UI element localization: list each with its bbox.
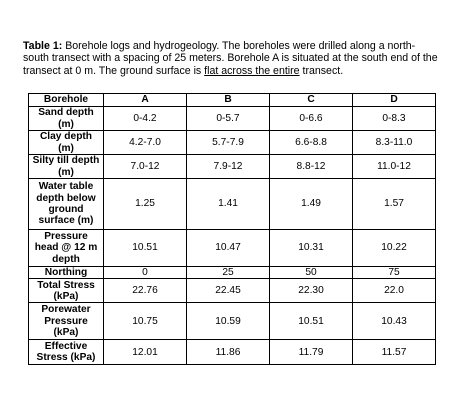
table-cell: 0 [103,265,187,280]
row-label: Pressure head @ 12 m depth [28,229,104,267]
caption-text-end: transect. [299,64,344,77]
table-cell: 1.41 [186,178,270,230]
row-label: Porewater Pressure (kPa) [28,302,104,341]
table-cell: 22.45 [186,278,270,304]
table-cell: 8.3-11.0 [352,130,436,155]
table-cell: 4.2-7.0 [103,130,187,155]
table-cell: 0-4.2 [103,106,187,131]
table-row-pressure-head: Pressure head @ 12 m depth 10.51 10.47 1… [28,229,436,267]
caption-text: Borehole logs and hydrogeology. The bore… [23,39,438,77]
header-cell-c: C [269,93,353,107]
table-cell: 10.31 [269,229,353,267]
table-cell: 10.51 [103,229,187,267]
table-cell: 11.57 [352,339,436,366]
table-cell: 22.30 [269,278,353,304]
table-row-silty-till-depth: Silty till depth (m) 7.0-12 7.9-12 8.8-1… [28,154,436,179]
table-cell: 7.0-12 [103,154,187,179]
row-label: Sand depth (m) [28,106,104,131]
row-label: Total Stress (kPa) [28,278,104,304]
table-row-water-table-depth: Water table depth below ground surface (… [28,178,436,230]
table-caption: Table 1: Borehole logs and hydrogeology.… [23,40,438,78]
table-cell: 0-8.3 [352,106,436,131]
table-header-row: Borehole A B C D [28,93,436,107]
table-cell: 11.79 [269,339,353,366]
table-cell: 12.01 [103,339,187,366]
table-cell: 10.47 [186,229,270,267]
caption-lead: Table 1: [23,39,63,52]
table-cell: 1.57 [352,178,436,230]
header-cell-b: B [186,93,270,107]
table-cell: 50 [269,265,353,280]
table-cell: 10.43 [352,302,436,341]
table-cell: 10.51 [269,302,353,341]
table-cell: 1.49 [269,178,353,230]
table-row-clay-depth: Clay depth (m) 4.2-7.0 5.7-7.9 6.6-8.8 8… [28,130,436,155]
table-cell: 1.25 [103,178,187,230]
table-cell: 8.8-12 [269,154,353,179]
table-row-sand-depth: Sand depth (m) 0-4.2 0-5.7 0-6.6 0-8.3 [28,106,436,131]
table-cell: 6.6-8.8 [269,130,353,155]
header-cell-borehole: Borehole [28,93,104,107]
table-cell: 0-6.6 [269,106,353,131]
table-cell: 11.0-12 [352,154,436,179]
row-label: Silty till depth (m) [28,154,104,179]
table-cell: 10.75 [103,302,187,341]
table-cell: 11.86 [186,339,270,366]
table-cell: 22.76 [103,278,187,304]
row-label: Water table depth below ground surface (… [28,178,104,230]
row-label: Clay depth (m) [28,130,104,155]
table-cell: 75 [352,265,436,280]
table-row-northing: Northing 0 25 50 75 [28,265,436,280]
row-label: Northing [28,265,104,280]
row-label: Effective Stress (kPa) [28,339,104,366]
header-cell-d: D [352,93,436,107]
table-row-porewater-pressure: Porewater Pressure (kPa) 10.75 10.59 10.… [28,302,436,341]
table-row-effective-stress: Effective Stress (kPa) 12.01 11.86 11.79… [28,339,436,366]
table-cell: 25 [186,265,270,280]
table-cell: 22.0 [352,278,436,304]
caption-underlined-text: flat across the entire [204,64,300,77]
table-cell: 0-5.7 [186,106,270,131]
table-cell: 10.22 [352,229,436,267]
table-cell: 10.59 [186,302,270,341]
table-cell: 7.9-12 [186,154,270,179]
table-row-total-stress: Total Stress (kPa) 22.76 22.45 22.30 22.… [28,278,436,304]
borehole-table: Borehole A B C D Sand depth (m) 0-4.2 0-… [28,93,436,366]
header-cell-a: A [103,93,187,107]
table-cell: 5.7-7.9 [186,130,270,155]
